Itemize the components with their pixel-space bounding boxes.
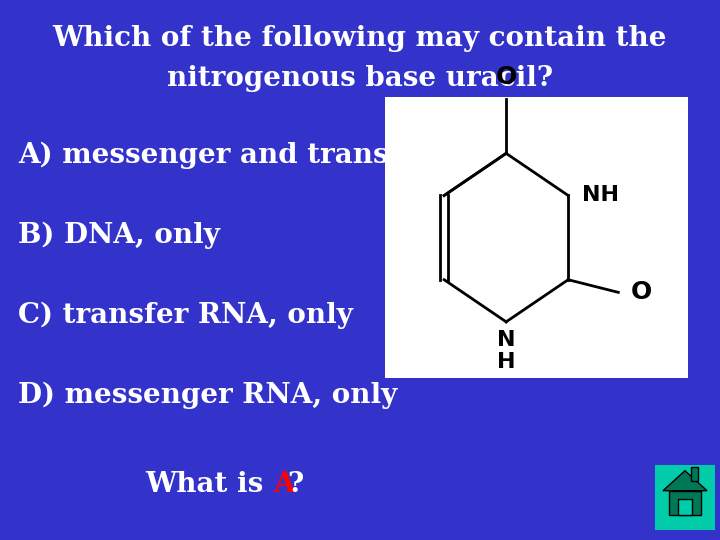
Text: nitrogenous base uracil?: nitrogenous base uracil? — [167, 64, 553, 91]
Text: O: O — [630, 280, 652, 305]
Bar — [669, 491, 701, 515]
Text: N: N — [497, 330, 516, 350]
Text: H: H — [497, 352, 516, 372]
Text: A) messenger and transfer RNA, only: A) messenger and transfer RNA, only — [18, 141, 598, 168]
Text: ?: ? — [287, 471, 304, 498]
Text: Which of the following may contain the: Which of the following may contain the — [53, 24, 667, 51]
Text: C) transfer RNA, only: C) transfer RNA, only — [18, 301, 353, 329]
Text: B) DNA, only: B) DNA, only — [18, 221, 220, 249]
Bar — [678, 499, 692, 515]
Bar — [691, 467, 698, 481]
Bar — [385, 97, 688, 378]
Polygon shape — [663, 471, 707, 491]
Text: D) messenger RNA, only: D) messenger RNA, only — [18, 381, 397, 409]
Text: NH: NH — [582, 185, 619, 206]
Text: What is: What is — [145, 471, 274, 498]
Text: A: A — [274, 471, 295, 498]
Text: O: O — [495, 65, 517, 89]
Bar — [655, 465, 715, 530]
